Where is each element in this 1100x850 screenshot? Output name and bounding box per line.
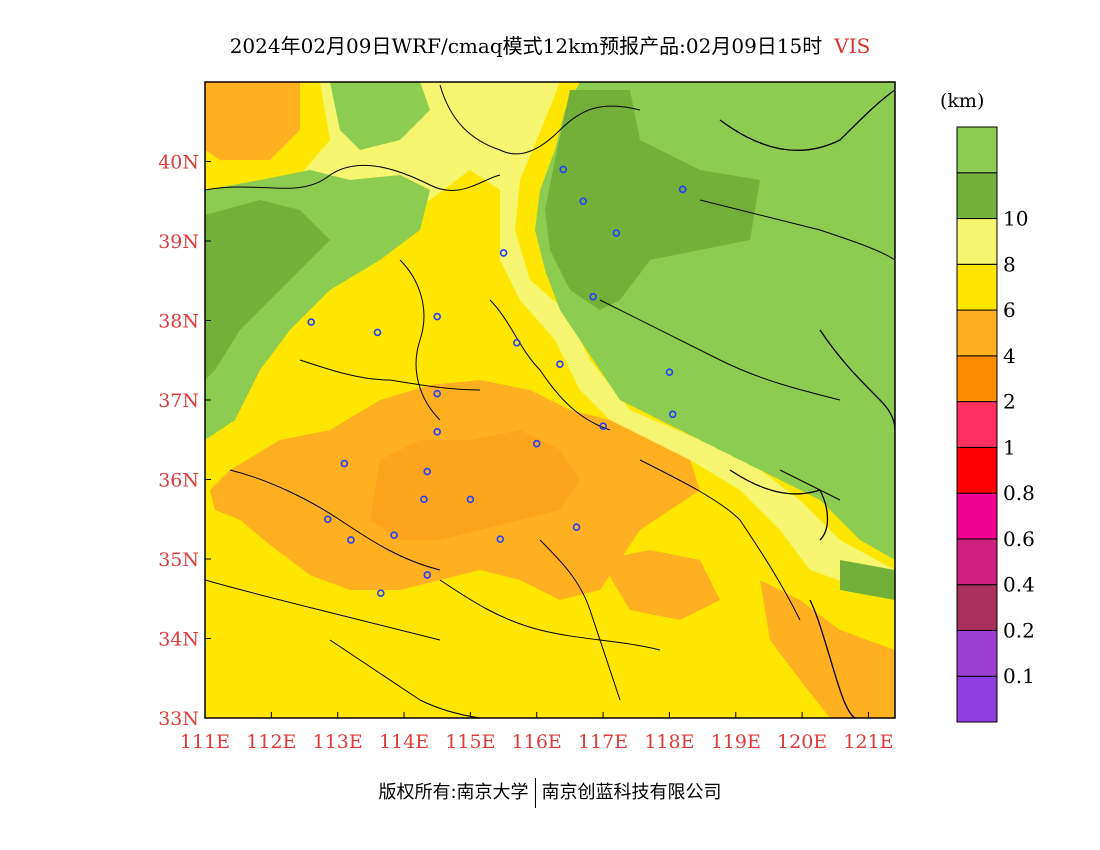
legend-labels: 0.1 0.2 0.4 0.6 0.8 1 2 4 6 8 10 bbox=[1003, 207, 1035, 689]
legend-label: 0.2 bbox=[1003, 618, 1035, 642]
lon-tick-label: 121E bbox=[843, 731, 893, 753]
lon-tick-label: 111E bbox=[180, 731, 230, 753]
legend-swatch bbox=[956, 584, 998, 631]
station-marker bbox=[579, 197, 587, 206]
field-gt10-north bbox=[330, 82, 430, 150]
station-marker bbox=[466, 495, 475, 504]
station-marker bbox=[496, 535, 505, 543]
station-marker bbox=[340, 459, 349, 468]
station-marker bbox=[433, 427, 442, 436]
lat-tick-label: 40N bbox=[158, 152, 199, 174]
lat-tick-label: 33N bbox=[158, 708, 199, 730]
copyright-right: 南京创蓝科技有限公司 bbox=[541, 782, 722, 803]
station-marker bbox=[556, 360, 564, 369]
legend-swatch bbox=[956, 263, 998, 311]
legend-label: 8 bbox=[1003, 252, 1016, 276]
station-marker bbox=[559, 165, 568, 174]
legend-label: 0.1 bbox=[1003, 664, 1035, 688]
title-text: 2024年02月09日WRF/cmaq模式12km预报产品:02月09日15时 bbox=[229, 34, 823, 58]
station-marker bbox=[423, 467, 432, 476]
legend-swatch bbox=[956, 355, 998, 403]
legend-swatch bbox=[956, 126, 998, 174]
legend-label: 0.6 bbox=[1003, 527, 1035, 551]
field-2-4-nw bbox=[205, 82, 300, 160]
field-2-4km-core bbox=[370, 430, 580, 540]
province-boundaries bbox=[205, 84, 895, 718]
legend-label: 4 bbox=[1003, 344, 1016, 368]
station-marker bbox=[599, 422, 607, 431]
legend-label: 0.4 bbox=[1003, 573, 1035, 597]
copyright-left: 版权所有:南京大学 bbox=[378, 782, 529, 803]
lon-tick-label: 119E bbox=[711, 731, 761, 753]
lon-tick-label: 114E bbox=[379, 731, 429, 753]
station-marker bbox=[678, 185, 687, 194]
lat-tick-label: 39N bbox=[158, 231, 199, 253]
station-marker bbox=[323, 515, 332, 524]
legend-label: 6 bbox=[1003, 298, 1016, 322]
legend-unit: (km) bbox=[940, 90, 985, 112]
station-marker bbox=[532, 439, 541, 448]
legend-swatch bbox=[956, 218, 998, 265]
legend-label: 1 bbox=[1003, 435, 1016, 459]
lat-tick-label: 38N bbox=[158, 311, 199, 333]
station-marker bbox=[612, 229, 621, 237]
lon-tick-label: 120E bbox=[777, 731, 827, 753]
lat-tick-label: 35N bbox=[158, 549, 199, 571]
legend-swatch bbox=[956, 172, 998, 220]
legend-label: 0.8 bbox=[1003, 481, 1035, 505]
lon-tick-label: 118E bbox=[644, 731, 694, 753]
lon-tick-label: 112E bbox=[246, 731, 296, 753]
legend-swatch bbox=[956, 492, 998, 540]
station-markers bbox=[307, 165, 687, 597]
coastline bbox=[719, 89, 895, 718]
map-fields bbox=[205, 82, 895, 718]
station-marker bbox=[433, 389, 442, 398]
latitude-axis: 40N 39N 38N 37N 36N 35N 34N 33N bbox=[158, 152, 211, 730]
lat-tick-label: 36N bbox=[158, 470, 199, 492]
longitude-axis: 111E 112E 113E 114E 115E 116E 117E 118E 119E 120E… bbox=[180, 712, 894, 753]
lon-tick-label: 116E bbox=[512, 731, 562, 753]
legend-swatch bbox=[956, 309, 998, 357]
station-marker bbox=[420, 495, 428, 504]
lon-tick-label: 117E bbox=[578, 731, 628, 753]
station-marker bbox=[513, 338, 521, 347]
station-marker bbox=[665, 368, 674, 376]
footer-separator bbox=[534, 778, 536, 808]
station-marker bbox=[589, 292, 597, 301]
lat-tick-label: 37N bbox=[158, 390, 199, 412]
field-8-10-east bbox=[545, 90, 760, 310]
field-8-10-coast bbox=[840, 560, 895, 600]
station-marker bbox=[668, 410, 677, 419]
chart-title: 2024年02月09日WRF/cmaq模式12km预报产品:02月09日15时 V… bbox=[0, 30, 1100, 59]
lon-tick-label: 115E bbox=[445, 731, 495, 753]
legend-label: 2 bbox=[1003, 390, 1016, 414]
station-marker bbox=[390, 531, 398, 539]
station-marker bbox=[572, 523, 581, 532]
legend-swatch bbox=[956, 538, 998, 586]
legend-colorbar bbox=[956, 126, 998, 723]
variable-name: VIS bbox=[834, 34, 871, 58]
station-marker bbox=[433, 312, 442, 321]
legend-swatch bbox=[956, 401, 998, 448]
legend-label: 10 bbox=[1003, 207, 1028, 231]
legend-swatch bbox=[956, 629, 998, 677]
copyright-footer: 版权所有:南京大学 南京创蓝科技有限公司 bbox=[0, 778, 1100, 808]
station-marker bbox=[377, 589, 385, 597]
field-8-10-west bbox=[205, 200, 330, 380]
station-marker bbox=[423, 571, 432, 579]
lon-tick-label: 113E bbox=[313, 731, 363, 753]
station-marker bbox=[373, 328, 382, 337]
lat-tick-label: 34N bbox=[158, 629, 199, 651]
field-2-4km-se2 bbox=[600, 550, 720, 620]
station-marker bbox=[347, 536, 355, 544]
station-marker bbox=[307, 318, 315, 326]
legend-swatch bbox=[956, 675, 998, 723]
legend-swatch bbox=[956, 446, 998, 494]
station-marker bbox=[499, 249, 508, 257]
